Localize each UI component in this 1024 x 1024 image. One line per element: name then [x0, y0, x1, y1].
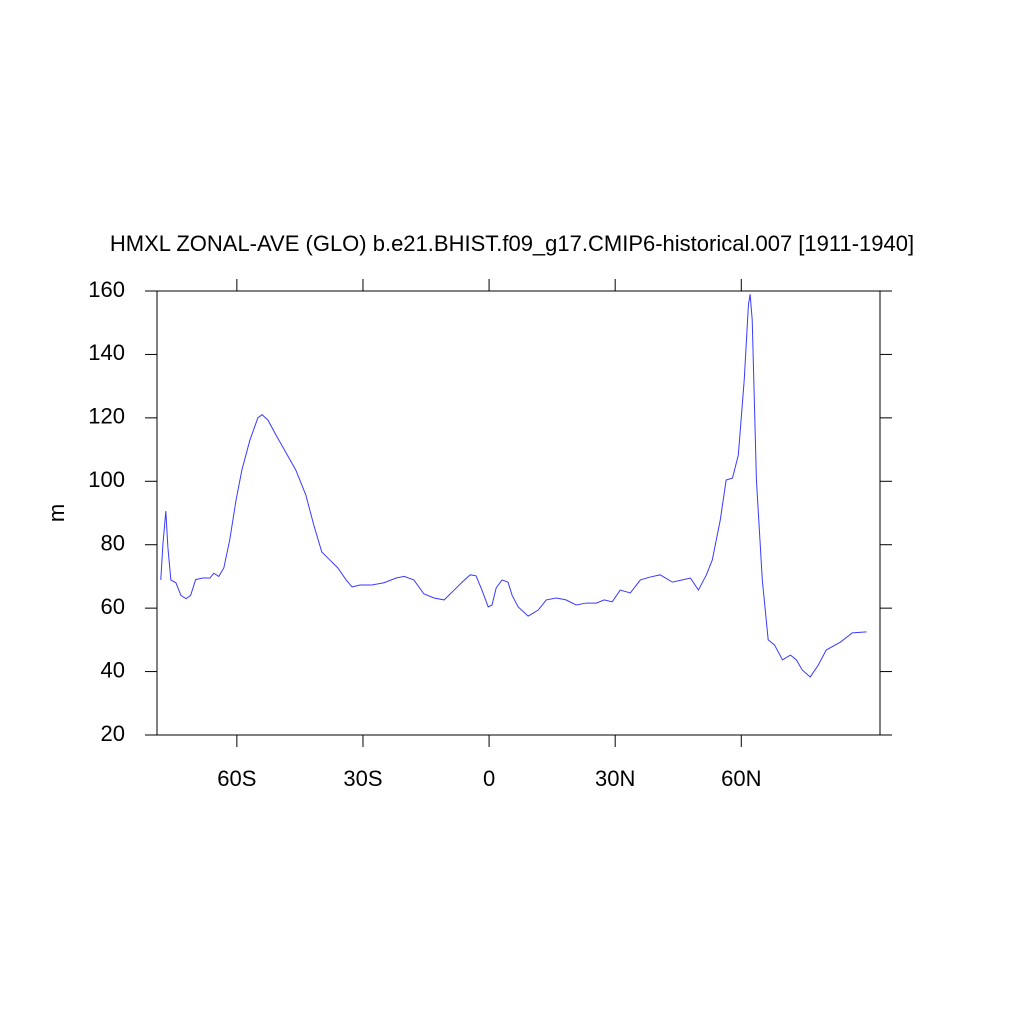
y-tick-label: 80	[101, 531, 125, 556]
x-tick-label: 60S	[217, 766, 256, 791]
y-tick-label: 160	[88, 277, 125, 302]
y-tick-label: 20	[101, 721, 125, 746]
x-tick-label: 0	[483, 766, 495, 791]
y-tick-label: 140	[88, 340, 125, 365]
plot-frame	[156, 290, 881, 736]
y-tick-label: 40	[101, 657, 125, 682]
y-tick-label: 120	[88, 404, 125, 429]
x-tick-label: 60N	[721, 766, 761, 791]
y-axis-label: m	[44, 504, 69, 522]
y-tick-label: 100	[88, 467, 125, 492]
data-line	[160, 294, 867, 678]
x-tick-label: 30S	[343, 766, 382, 791]
chart-title: HMXL ZONAL-AVE (GLO) b.e21.BHIST.f09_g17…	[110, 231, 914, 256]
y-tick-label: 60	[101, 594, 125, 619]
x-tick-label: 30N	[595, 766, 635, 791]
